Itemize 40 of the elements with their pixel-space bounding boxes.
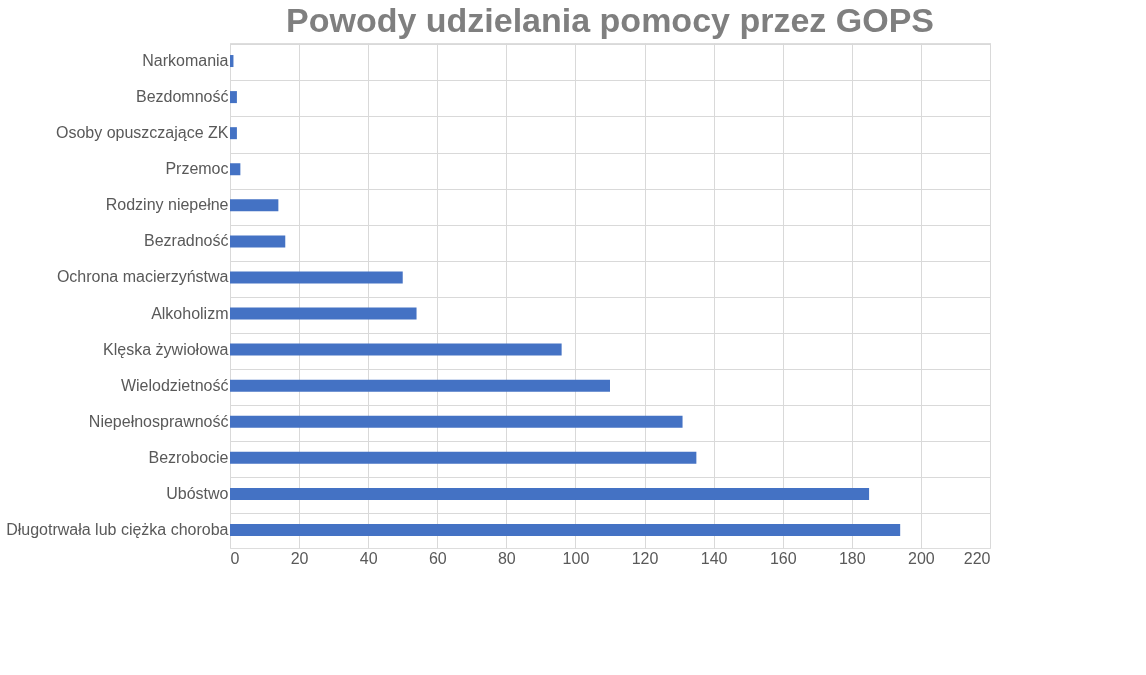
x-tick-label: 220 (963, 549, 991, 567)
bar (230, 271, 403, 284)
y-tick-label: Alkoholizm (151, 304, 229, 322)
bar (230, 91, 237, 104)
x-tick-label: 100 (562, 549, 590, 567)
bar (230, 163, 241, 176)
bar (230, 343, 562, 356)
x-tick-label: 60 (428, 549, 447, 567)
x-tick-label: 200 (908, 549, 935, 567)
y-tick-label: Rodziny niepełne (105, 196, 229, 214)
y-tick-label: Klęska żywiołowa (103, 340, 229, 358)
chart-title: Powody udzielania pomocy przez GOPS (285, 1, 935, 39)
x-tick-label: 180 (838, 549, 866, 567)
y-tick-label: Narkomania (142, 52, 229, 70)
x-tick-label: 160 (769, 549, 797, 567)
y-tick-label: Ochrona macierzyństwa (56, 268, 229, 286)
y-tick-label: Ubóstwo (166, 484, 229, 502)
bar (230, 307, 417, 320)
x-tick-label: 20 (290, 549, 309, 567)
bar (230, 235, 286, 248)
x-tick-label: 80 (497, 549, 516, 567)
bar (230, 451, 697, 464)
bar (230, 379, 610, 392)
y-tick-label: Przemoc (165, 160, 229, 178)
x-tick-label: 140 (700, 549, 728, 567)
y-tick-label: Osoby opuszczające ZK (55, 124, 229, 142)
x-tick-label: 0 (230, 549, 240, 567)
y-tick-label: Długotrwała lub ciężka choroba (6, 520, 229, 538)
x-tick-label: 120 (631, 549, 659, 567)
y-tick-label: Bezdomność (136, 88, 229, 106)
bar (230, 127, 237, 140)
x-tick-label: 40 (359, 549, 378, 567)
y-tick-label: Bezradność (144, 232, 229, 250)
y-tick-label: Wielodzietność (120, 376, 229, 394)
y-tick-label: Bezrobocie (148, 448, 229, 466)
bar (230, 523, 901, 536)
bar (230, 199, 279, 212)
bar (230, 415, 683, 428)
y-tick-label: Niepełnosprawność (88, 412, 229, 430)
bar (230, 487, 870, 500)
